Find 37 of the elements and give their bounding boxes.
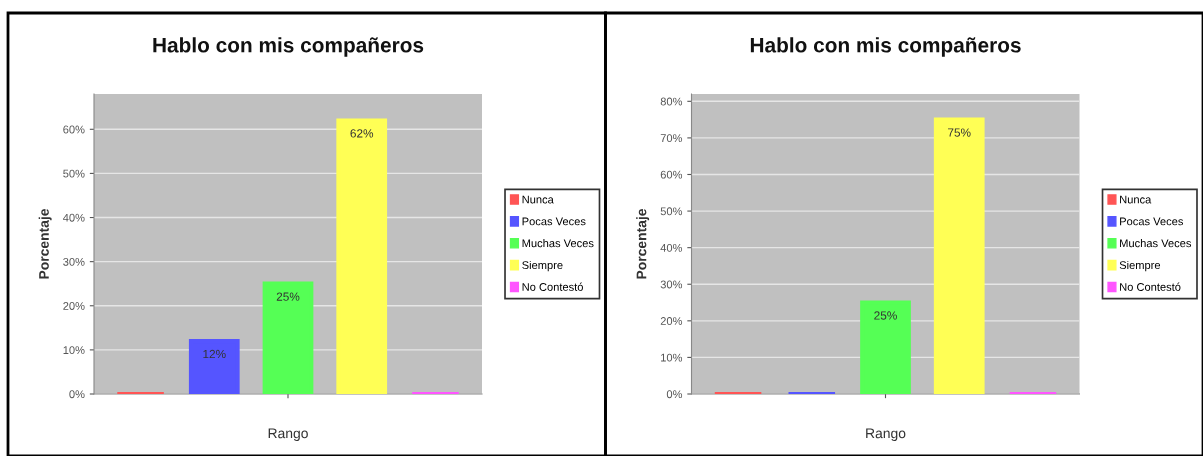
y-tick-label: 10%: [63, 346, 85, 355]
y-tick-label: 30%: [660, 280, 683, 289]
y-tick-label: 20%: [660, 317, 683, 325]
legend-label: Pocas Veces: [1120, 217, 1184, 226]
data-label: 25%: [276, 292, 300, 301]
y-tick-label: 50%: [660, 207, 683, 216]
y-tick-label: 80%: [660, 97, 683, 106]
y-tick-label: 40%: [660, 243, 683, 252]
y-tick-label: 60%: [63, 125, 85, 134]
legend-label: Muchas Veces: [1120, 239, 1192, 248]
chart-title: Hablo con mis compañeros: [153, 37, 424, 57]
data-label: 25%: [874, 311, 897, 320]
y-tick-label: 40%: [62, 213, 85, 222]
data-label: 12%: [203, 349, 226, 359]
y-axis-title: Porcentaje: [636, 208, 650, 279]
legend-label: Siempre: [1119, 260, 1161, 272]
legend-label: Pocas Veces: [522, 217, 586, 226]
x-axis-title: Rango: [268, 428, 308, 441]
data-label: 62%: [350, 129, 374, 138]
y-axis-title: Porcentaje: [38, 208, 52, 279]
legend-label: Muchas Veces: [522, 239, 594, 248]
y-tick-label: 30%: [63, 257, 85, 266]
y-tick-label: 20%: [63, 302, 85, 310]
chart-title: Hablo con mis compañeros: [750, 37, 1021, 57]
y-tick-label: 60%: [660, 170, 683, 179]
data-label: 75%: [948, 128, 971, 137]
legend-label: Nunca: [522, 195, 554, 204]
legend-label: No Contestó: [1120, 282, 1181, 291]
y-tick-label: 50%: [63, 169, 85, 178]
legend-label: Nunca: [1120, 195, 1152, 204]
legend-label: Siempre: [522, 260, 563, 272]
x-axis-title: Rango: [866, 428, 906, 441]
legend-label: No Contestó: [522, 282, 583, 291]
y-tick-label: 70%: [660, 134, 683, 143]
y-tick-label: 0%: [666, 390, 683, 399]
y-tick-label: 0%: [69, 390, 85, 399]
y-tick-label: 10%: [661, 353, 683, 362]
